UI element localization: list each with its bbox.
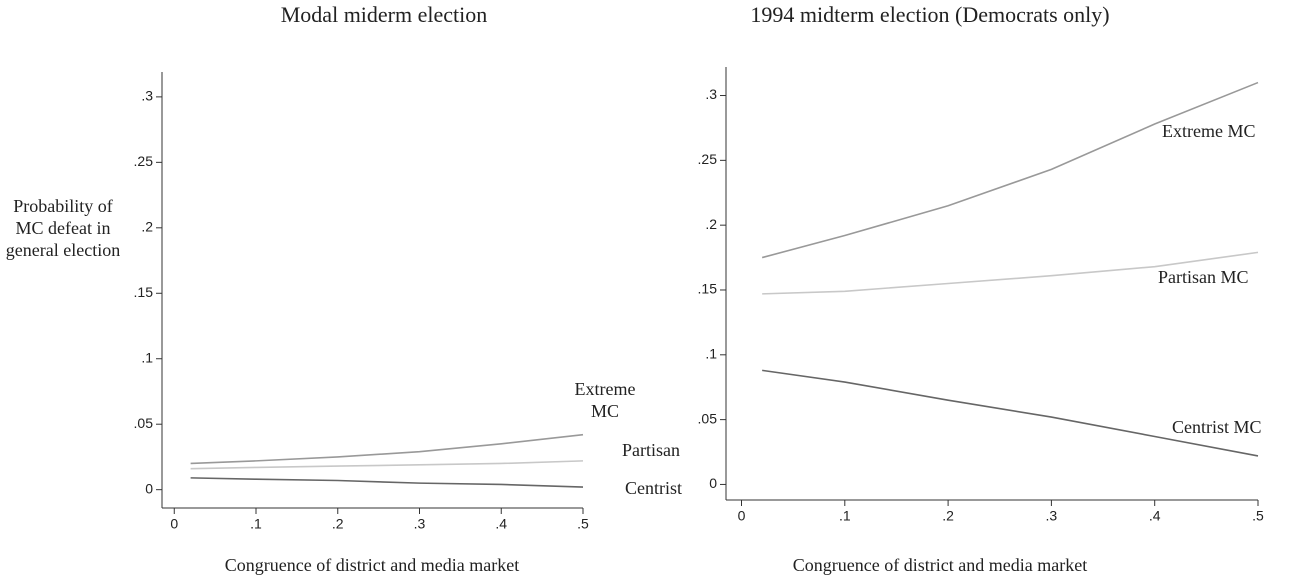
x-tick-label: .1 [839, 508, 851, 524]
chart-title: Modal miderm election [280, 2, 488, 27]
x-tick-label: .5 [577, 516, 589, 532]
series-label: Partisan [622, 440, 680, 460]
y-tick-label: 0 [145, 480, 153, 496]
y-tick-label: .3 [141, 88, 153, 104]
series-label: Extreme MC [1162, 121, 1256, 141]
series-line [190, 460, 584, 470]
series-label: Centrist [625, 478, 682, 498]
y-tick-label: .1 [705, 346, 717, 362]
chart-title: 1994 midterm election (Democrats only) [750, 2, 1110, 27]
series-line [761, 81, 1259, 259]
x-tick-label: .3 [1046, 508, 1058, 524]
series-label: Extreme MC [574, 379, 636, 421]
series-label: Partisan MC [1158, 267, 1249, 287]
series-line [762, 251, 1259, 295]
x-axis-label: Congruence of district and media market [224, 555, 520, 575]
x-tick-label: .2 [942, 508, 954, 524]
x-tick-label: .3 [414, 516, 426, 532]
x-tick-label: .4 [495, 516, 507, 532]
y-tick-label: .05 [698, 410, 718, 426]
y-tick-label: .2 [141, 219, 153, 235]
y-tick-label: .05 [134, 415, 154, 431]
x-tick-label: 0 [738, 508, 746, 524]
x-tick-label: .2 [332, 516, 344, 532]
x-axis-label: Congruence of district and media market [792, 555, 1088, 575]
x-tick-label: .5 [1252, 508, 1264, 524]
series-label: Centrist MC [1172, 417, 1262, 437]
x-tick-label: .1 [250, 516, 262, 532]
series-line [190, 477, 584, 488]
y-tick-label: .15 [698, 281, 718, 297]
series-line [762, 369, 1259, 457]
y-tick-label: .25 [698, 151, 718, 167]
y-tick-label: .15 [134, 284, 154, 300]
x-tick-label: 0 [170, 516, 178, 532]
series-line [190, 433, 584, 465]
y-tick-label: .1 [141, 349, 153, 365]
y-tick-label: .25 [134, 153, 154, 169]
y-tick-label: .3 [705, 86, 717, 102]
x-tick-label: .4 [1149, 508, 1161, 524]
y-axis-label: Probability of MC defeat in general elec… [5, 196, 121, 260]
y-tick-label: 0 [709, 475, 717, 491]
y-tick-label: .2 [705, 216, 717, 232]
